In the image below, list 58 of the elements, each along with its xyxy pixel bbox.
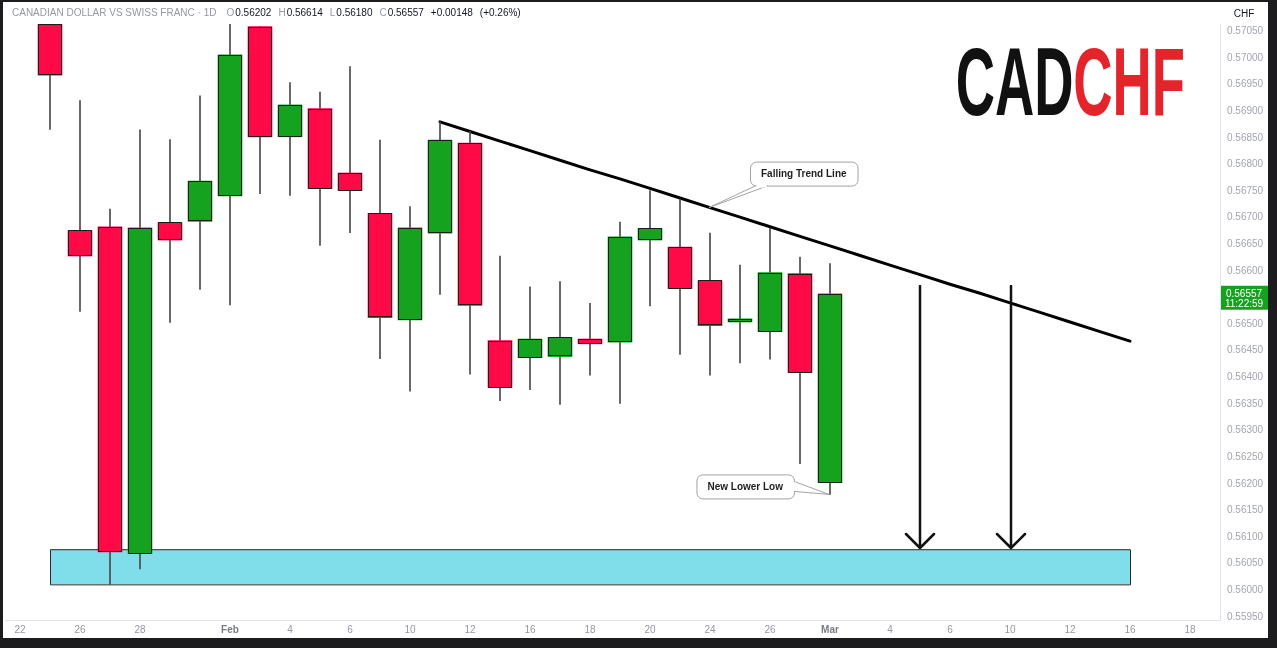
y-tick-label: 0.57050 <box>1227 25 1264 37</box>
x-tick-label: 6 <box>947 623 954 635</box>
x-tick-label: 24 <box>704 623 716 635</box>
candlestick <box>187 95 213 290</box>
y-tick-label: 0.56000 <box>1227 583 1264 595</box>
x-tick-label: Feb <box>221 623 239 635</box>
candlestick <box>517 286 543 390</box>
x-tick-label: 10 <box>404 623 416 635</box>
x-tick-label: 20 <box>644 623 656 635</box>
y-tick-label: 0.56250 <box>1227 450 1264 462</box>
y-axis-title: CHF <box>1233 7 1255 19</box>
y-tick-label: 0.56650 <box>1227 238 1264 250</box>
candlestick <box>577 303 603 376</box>
candlestick <box>637 190 663 307</box>
y-tick-label: 0.56500 <box>1227 317 1264 329</box>
x-tick-label: Mar <box>821 623 839 635</box>
x-tick-label: 18 <box>1184 623 1196 635</box>
y-tick-label: 0.56950 <box>1227 78 1264 90</box>
x-tick-label: 4 <box>287 623 294 635</box>
y-tick-label: 0.56400 <box>1227 371 1264 383</box>
y-tick-label: 0.56050 <box>1227 557 1264 569</box>
y-tick-label: 0.56150 <box>1227 504 1264 516</box>
x-tick-label: 28 <box>134 623 146 635</box>
candlestick <box>547 281 573 405</box>
candlestick <box>67 100 93 312</box>
x-tick-label: 12 <box>1064 623 1076 635</box>
y-tick-label: 0.56850 <box>1227 131 1264 143</box>
y-tick-label: 0.56300 <box>1227 424 1264 436</box>
y-tick-label: 0.55950 <box>1227 610 1264 622</box>
x-tick-label: 22 <box>14 623 26 635</box>
chart-title: CADCHF <box>955 27 1185 136</box>
y-tick-label: 0.56200 <box>1227 477 1264 489</box>
candlestick <box>727 264 753 364</box>
x-tick-label: 26 <box>74 623 86 635</box>
x-tick-label: 6 <box>347 623 354 635</box>
chart-subtitle: CANADIAN DOLLAR VS SWISS FRANC · 1D <box>12 6 217 18</box>
annotation: New Lower Low <box>707 481 784 493</box>
y-tick-label: 0.56750 <box>1227 184 1264 196</box>
y-tick-label: 0.56450 <box>1227 344 1264 356</box>
annotation: Falling Trend Line <box>761 168 847 180</box>
x-tick-label: 16 <box>1124 623 1136 635</box>
candlestick <box>337 66 363 233</box>
y-tick-label: 0.56700 <box>1227 211 1264 223</box>
y-tick-label: 0.56800 <box>1227 158 1264 170</box>
x-tick-label: 26 <box>764 623 776 635</box>
x-tick-label: 12 <box>464 623 476 635</box>
x-tick-label: 4 <box>887 623 894 635</box>
x-tick-label: 18 <box>584 623 596 635</box>
x-tick-label: 10 <box>1004 623 1016 635</box>
text: 0.56557 11:22:59 <box>1224 287 1264 309</box>
candlestick <box>157 139 183 323</box>
y-tick-label: 0.56600 <box>1227 264 1264 276</box>
y-tick-label: 0.56100 <box>1227 530 1264 542</box>
y-tick-label: 0.56900 <box>1227 105 1264 117</box>
y-tick-label: 0.57000 <box>1227 51 1264 63</box>
text: O0.56202 H0.56614 L0.56180 C0.56557 +0.00148 (+0.26%) <box>226 6 521 18</box>
x-tick-label: 16 <box>524 623 536 635</box>
y-tick-label: 0.56350 <box>1227 397 1264 409</box>
